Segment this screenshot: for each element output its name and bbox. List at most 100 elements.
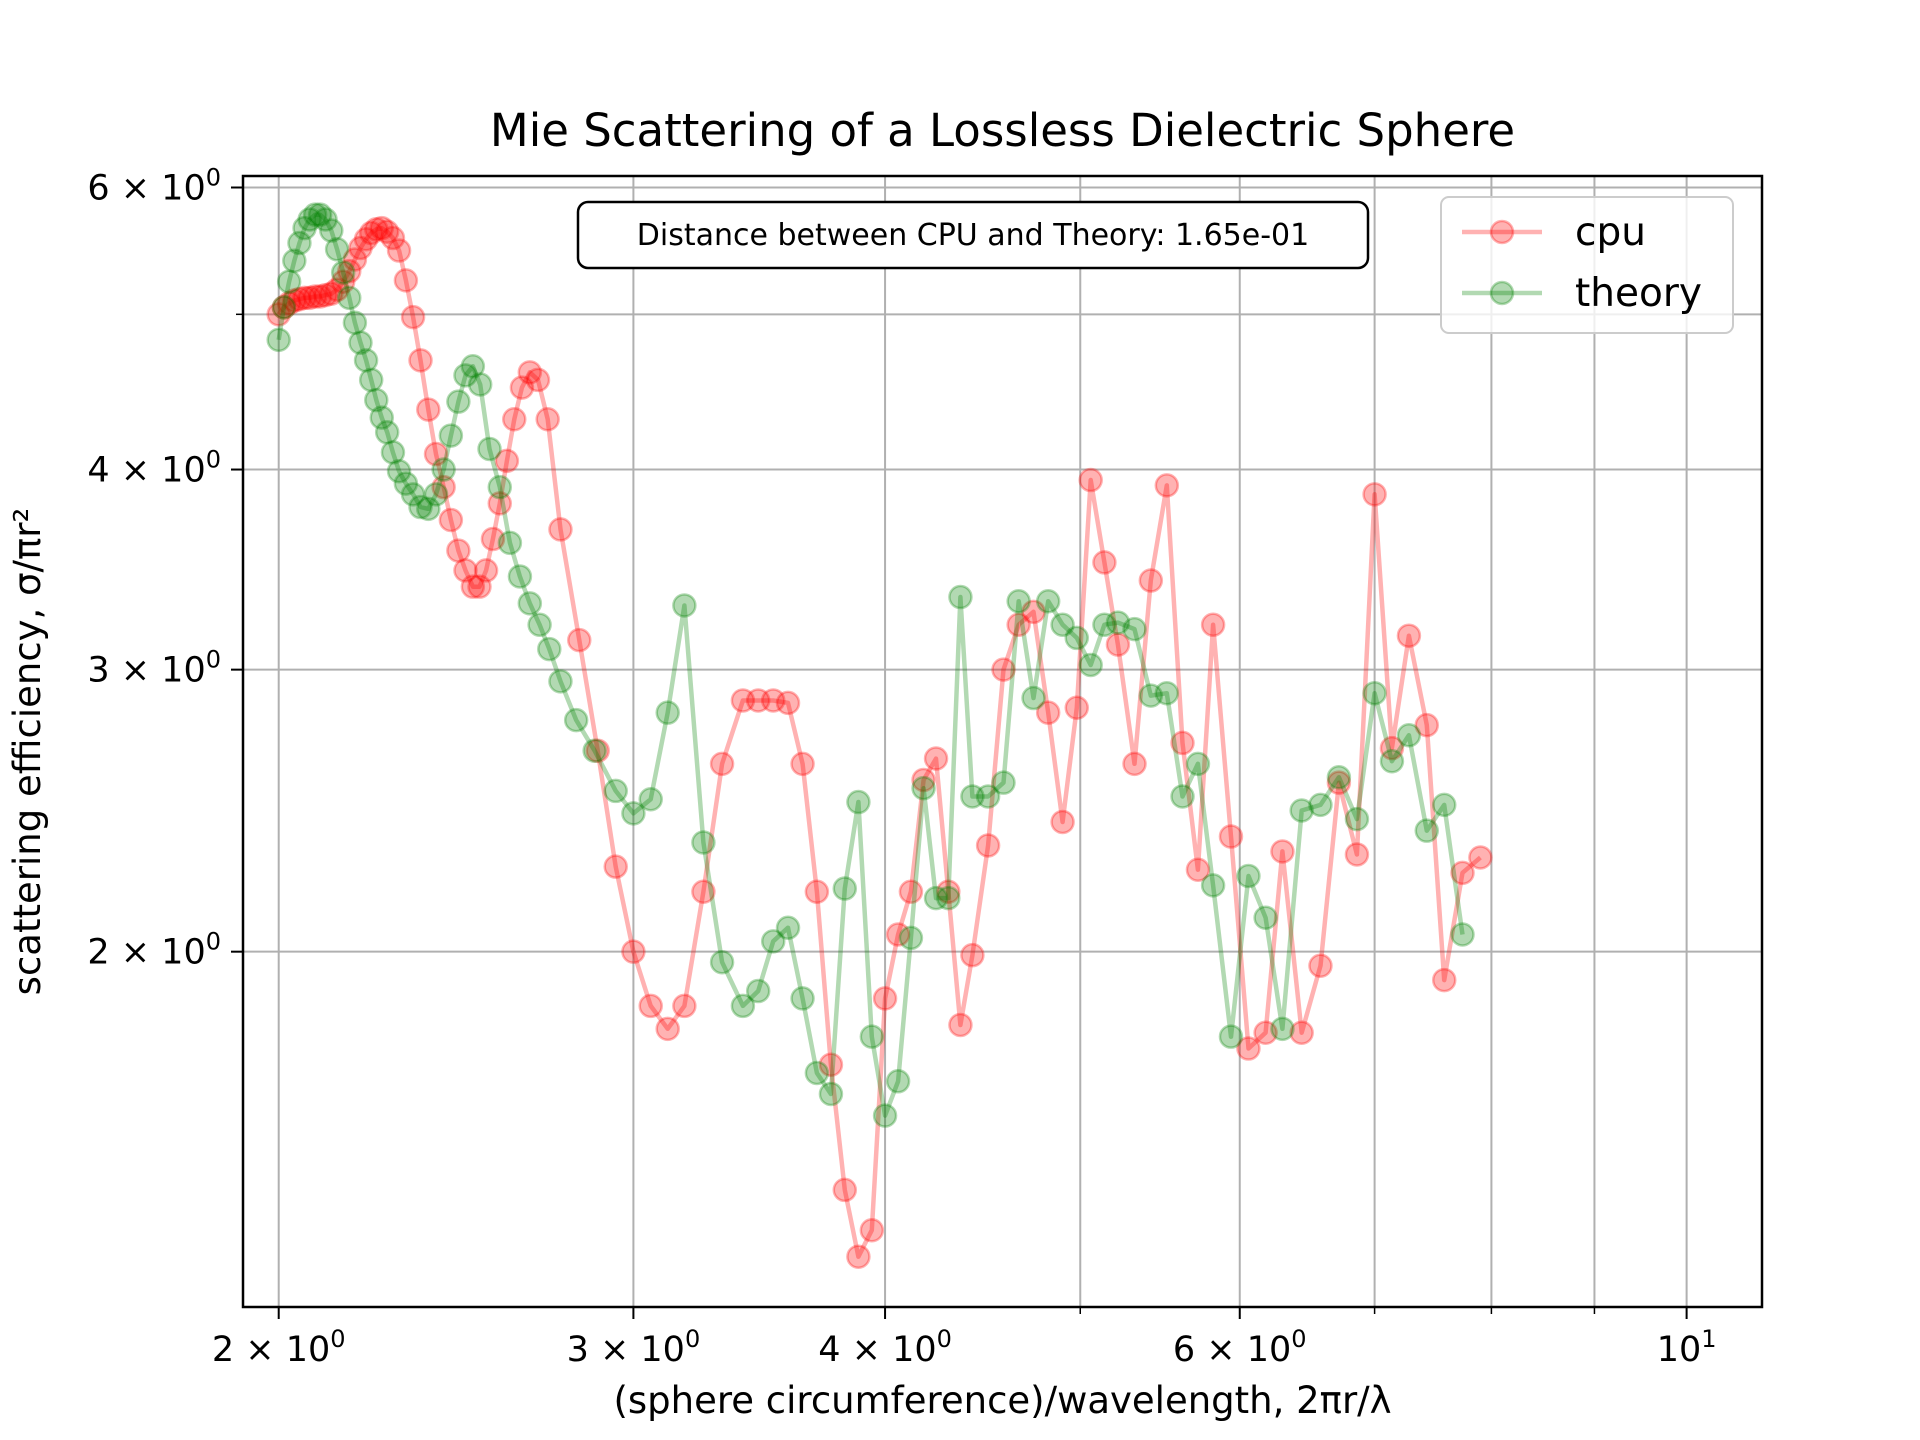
- data-point-theory: [319, 218, 344, 243]
- data-point-cpu: [1170, 730, 1195, 756]
- data-point-theory: [1326, 765, 1352, 790]
- legend-marker-cpu: [1489, 219, 1515, 245]
- data-point-theory: [621, 801, 646, 826]
- data-point-cpu: [709, 751, 735, 777]
- data-point-cpu: [1154, 473, 1180, 498]
- data-point-cpu: [271, 295, 297, 320]
- y-tick-label: 6 × 100: [87, 163, 221, 208]
- data-point-theory: [400, 482, 426, 507]
- data-point-theory: [923, 885, 949, 911]
- data-point-cpu: [1468, 845, 1493, 870]
- data-point-cpu: [276, 291, 302, 316]
- data-point-theory: [804, 1060, 830, 1086]
- data-point-cpu: [386, 238, 412, 263]
- data-point-theory: [517, 591, 543, 616]
- data-point-cpu: [1344, 842, 1370, 867]
- data-point-theory: [1450, 922, 1475, 947]
- series-line-theory: [276, 212, 1465, 1118]
- data-point-cpu: [307, 284, 333, 309]
- data-point-cpu: [1006, 612, 1031, 637]
- data-point-theory: [1396, 722, 1422, 748]
- chart-title: Mie Scattering of a Lossless Dielectric …: [490, 104, 1515, 157]
- legend-label-cpu: cpu: [1575, 210, 1646, 255]
- data-point-cpu: [1362, 482, 1387, 507]
- data-point-theory: [991, 770, 1016, 795]
- data-point-theory: [846, 789, 871, 815]
- data-point-theory: [337, 285, 362, 311]
- data-point-theory: [307, 202, 333, 227]
- series-cpu: [266, 215, 1493, 1269]
- data-point-cpu: [400, 304, 426, 330]
- legend-entry-cpu: cpu: [1462, 210, 1646, 255]
- data-point-theory: [1200, 873, 1226, 898]
- data-point-theory: [460, 354, 486, 379]
- data-point-cpu: [1185, 857, 1211, 882]
- data-point-cpu: [832, 1177, 858, 1203]
- data-point-theory: [790, 986, 815, 1011]
- data-point-theory: [1253, 905, 1278, 930]
- data-point-theory: [1236, 863, 1261, 889]
- series-line-cpu: [276, 225, 1482, 1259]
- data-point-cpu: [923, 746, 949, 771]
- series-theory: [266, 202, 1475, 1128]
- data-point-theory: [760, 929, 786, 954]
- data-point-theory: [672, 593, 697, 618]
- data-point-theory: [948, 584, 973, 610]
- legend-marker-theory: [1489, 280, 1515, 306]
- data-point-theory: [1078, 652, 1103, 678]
- data-point-cpu: [745, 688, 771, 713]
- data-point-theory: [975, 784, 1001, 809]
- data-point-cpu: [1064, 695, 1090, 721]
- data-point-cpu: [380, 225, 406, 251]
- data-point-cpu: [1035, 700, 1061, 725]
- data-point-theory: [1105, 610, 1131, 635]
- data-point-cpu: [818, 1052, 844, 1077]
- data-point-cpu: [846, 1244, 871, 1269]
- data-point-theory: [386, 459, 412, 484]
- data-point-cpu: [911, 767, 936, 793]
- data-point-cpu: [487, 491, 513, 516]
- data-point-cpu: [1270, 839, 1295, 864]
- data-point-cpu: [446, 538, 471, 563]
- data-point-cpu: [948, 1012, 973, 1038]
- data-point-cpu: [1050, 809, 1075, 835]
- data-point-theory: [709, 949, 735, 975]
- data-point-cpu: [453, 558, 478, 583]
- data-point-cpu: [408, 348, 433, 373]
- data-point-theory: [563, 707, 589, 733]
- data-point-theory: [898, 925, 924, 951]
- data-point-theory: [477, 436, 502, 462]
- data-point-theory: [292, 215, 317, 241]
- data-point-cpu: [585, 738, 610, 763]
- legend-label-theory: theory: [1575, 271, 1702, 316]
- data-point-cpu: [313, 282, 338, 308]
- data-point-cpu: [266, 302, 291, 327]
- data-point-theory: [364, 387, 389, 413]
- data-point-cpu: [1326, 770, 1352, 795]
- data-point-theory: [691, 830, 716, 855]
- data-point-cpu: [302, 284, 328, 309]
- data-point-cpu: [369, 215, 394, 241]
- data-point-cpu: [936, 879, 961, 904]
- data-point-theory: [271, 295, 297, 320]
- data-point-cpu: [1253, 1020, 1278, 1045]
- data-point-theory: [1122, 616, 1147, 642]
- data-point-theory: [1379, 748, 1405, 774]
- data-point-theory: [1021, 685, 1046, 711]
- data-point-theory: [438, 423, 464, 448]
- data-point-theory: [872, 1103, 898, 1128]
- data-point-theory: [1431, 792, 1457, 818]
- data-point-theory: [1218, 1024, 1244, 1049]
- data-point-cpu: [775, 690, 801, 716]
- data-point-theory: [911, 775, 936, 801]
- data-point-theory: [1035, 588, 1061, 614]
- data-point-cpu: [1450, 860, 1475, 886]
- data-point-theory: [369, 405, 394, 430]
- data-point-theory: [467, 372, 493, 397]
- data-point-cpu: [319, 281, 344, 307]
- legend-entry-theory: theory: [1462, 271, 1702, 316]
- data-point-cpu: [330, 269, 356, 294]
- annotation-text: Distance between CPU and Theory: 1.65e-0…: [637, 218, 1309, 253]
- data-point-theory: [638, 786, 663, 812]
- data-point-cpu: [342, 247, 368, 272]
